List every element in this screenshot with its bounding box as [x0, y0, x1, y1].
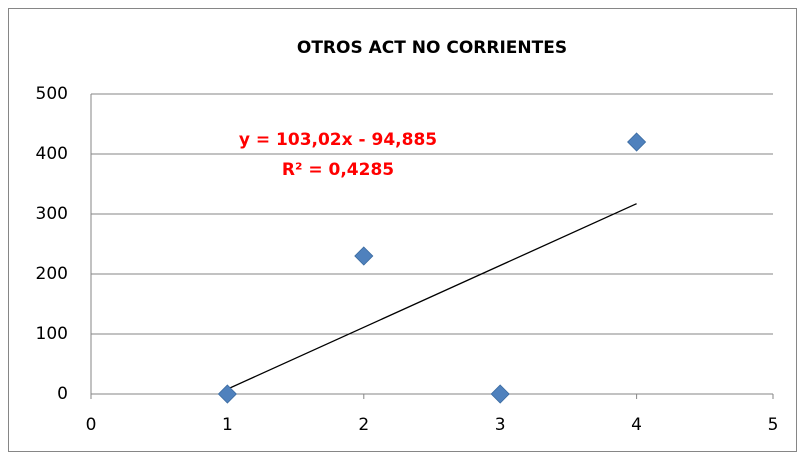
chart-border	[8, 8, 797, 452]
x-tick-label: 0	[86, 415, 97, 435]
marker	[490, 384, 510, 404]
chart-title: OTROS ACT NO CORRIENTES	[297, 38, 567, 58]
trendline	[227, 203, 637, 390]
marker	[627, 132, 647, 152]
y-tick-label: 100	[36, 324, 68, 344]
marker	[354, 246, 374, 266]
trendline-equation: y = 103,02x - 94,885	[239, 130, 437, 150]
y-tick-label: 400	[36, 144, 68, 164]
x-tick-label: 5	[768, 415, 779, 435]
marker	[217, 384, 237, 404]
x-tick-label: 4	[631, 415, 642, 435]
y-tick-label: 200	[36, 264, 68, 284]
y-tick-label: 500	[36, 84, 68, 104]
y-tick-label: 0	[57, 384, 68, 404]
y-tick-label: 300	[36, 204, 68, 224]
x-tick-label: 1	[222, 415, 233, 435]
trendline-r2: R² = 0,4285	[282, 160, 394, 180]
x-tick-label: 2	[358, 415, 369, 435]
x-tick-label: 3	[495, 415, 506, 435]
